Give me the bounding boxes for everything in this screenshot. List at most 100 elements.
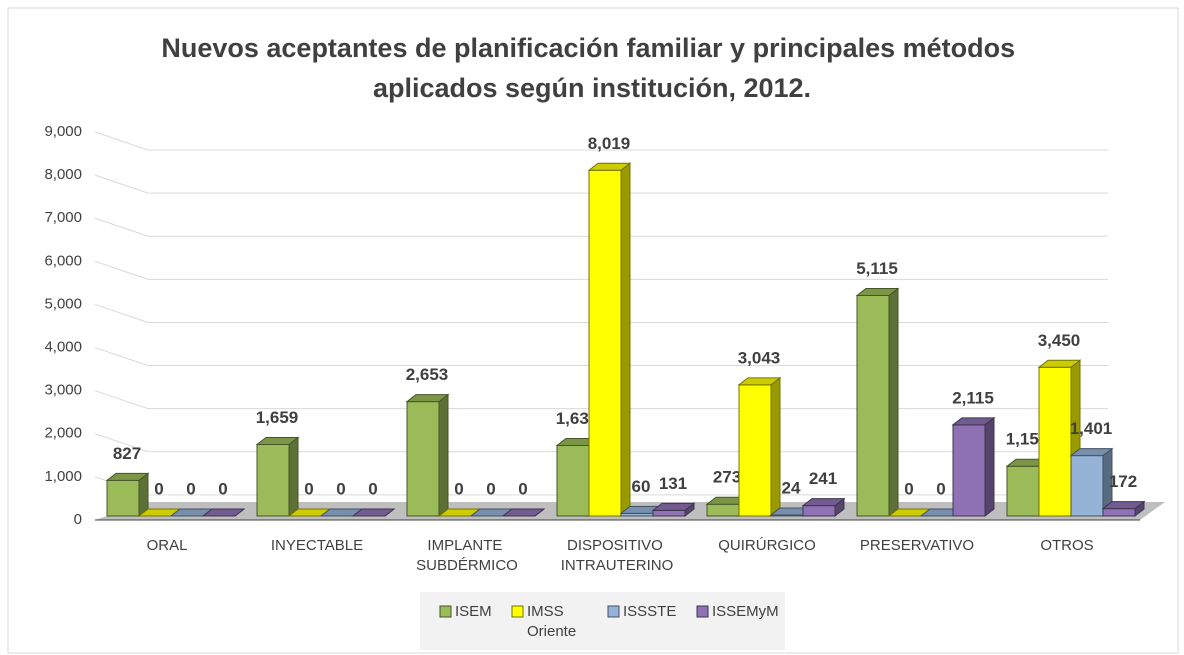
grid-line [94, 303, 1108, 323]
data-label: 0 [486, 479, 495, 498]
bar-top [587, 162, 632, 171]
bar-side [888, 287, 899, 518]
grid-line [94, 131, 1108, 151]
x-tick-label: OTROS [1040, 537, 1093, 554]
bar [952, 424, 986, 517]
bar [1038, 366, 1072, 517]
data-label: 1,659 [256, 408, 299, 427]
data-label: 0 [454, 479, 463, 498]
y-tick-label: 2,000 [44, 425, 82, 442]
bar-top [351, 508, 396, 517]
y-tick-label: 0 [74, 511, 82, 528]
bar [856, 294, 890, 517]
x-tick-label: IMPLANTE SUBDÉRMICO [416, 537, 518, 574]
data-label: 172 [1109, 472, 1137, 491]
data-label: 24 [782, 478, 801, 497]
bar [802, 505, 836, 517]
data-label: 3,450 [1038, 331, 1081, 350]
bar [588, 169, 622, 517]
bar-top [801, 498, 846, 507]
bar-side [620, 162, 631, 518]
bar-top [855, 287, 900, 296]
y-tick-label: 6,000 [44, 252, 82, 269]
data-label: 0 [304, 479, 313, 498]
bar-top [651, 502, 696, 511]
data-label: 60 [632, 477, 651, 496]
bar-top [255, 436, 300, 445]
data-label: 3,043 [738, 348, 781, 367]
data-label: 1,401 [1070, 419, 1113, 438]
bar-side [770, 376, 781, 518]
bar-side [438, 393, 449, 518]
bar-top [105, 472, 150, 481]
legend-swatch [439, 605, 452, 618]
chart-title: Nuevos aceptantes de planificación famil… [161, 33, 1022, 103]
bar-top [201, 508, 246, 517]
data-label: 5,115 [856, 259, 898, 278]
grid-line [94, 217, 1108, 237]
data-label: 8,019 [588, 134, 631, 153]
data-label: 0 [518, 479, 527, 498]
x-tick-label: PRESERVATIVO [860, 537, 974, 554]
bar [1102, 508, 1136, 517]
x-tick-label: ORAL [147, 537, 188, 554]
bar [652, 509, 686, 517]
bar [706, 503, 740, 517]
y-tick-label: 8,000 [44, 166, 82, 183]
data-label: 1,154 [1006, 430, 1049, 449]
bar-side [288, 436, 299, 518]
data-label: 0 [368, 479, 377, 498]
data-label: 827 [113, 444, 141, 463]
legend [420, 592, 785, 650]
data-label: 2,653 [406, 365, 449, 384]
grid-line [94, 433, 1108, 453]
data-label: 1,636 [556, 409, 599, 428]
data-label: 2,115 [952, 388, 994, 407]
grid-line [94, 174, 1108, 194]
bar [106, 479, 140, 517]
x-tick-label: QUIRÚRGICO [718, 537, 816, 554]
bar-top [405, 394, 450, 403]
data-label: 0 [154, 479, 163, 498]
bar [1006, 465, 1040, 517]
legend-label: ISEM [455, 603, 492, 620]
bar [556, 444, 590, 517]
legend-label: IMSS Oriente [527, 603, 576, 640]
data-label: 0 [336, 479, 345, 498]
bar-top [737, 377, 782, 386]
bar-top [951, 417, 996, 426]
legend-label: ISSEMyM [712, 603, 779, 620]
data-label: 131 [659, 474, 687, 493]
bar [406, 401, 440, 517]
legend-swatch [511, 605, 524, 618]
y-tick-label: 4,000 [44, 339, 82, 356]
grid-line [94, 260, 1108, 280]
bar-top [1037, 359, 1082, 368]
y-tick-label: 5,000 [44, 295, 82, 312]
grid-line [94, 347, 1108, 367]
bar [256, 443, 290, 517]
x-tick-label: INYECTABLE [271, 537, 363, 554]
data-label: 273 [713, 468, 741, 487]
legend-swatch [607, 605, 620, 618]
y-tick-label: 1,000 [44, 468, 82, 485]
data-label: 0 [936, 479, 945, 498]
data-label: 0 [186, 479, 195, 498]
x-tick-label: DISPOSITIVO INTRAUTERINO [561, 537, 674, 574]
bar-top [501, 508, 546, 517]
legend-label: ISSSTE [623, 603, 676, 620]
y-tick-label: 3,000 [44, 382, 82, 399]
y-tick-label: 7,000 [44, 209, 82, 226]
bar [1070, 455, 1104, 517]
legend-swatch [696, 605, 709, 618]
data-label: 0 [904, 479, 913, 498]
data-label: 241 [809, 469, 837, 488]
data-label: 0 [218, 479, 227, 498]
grid-line [94, 390, 1108, 410]
bar-side [984, 416, 995, 518]
bar-top [1101, 501, 1146, 510]
bar-top [1069, 448, 1114, 457]
y-tick-label: 9,000 [44, 123, 82, 140]
bar [738, 384, 772, 517]
